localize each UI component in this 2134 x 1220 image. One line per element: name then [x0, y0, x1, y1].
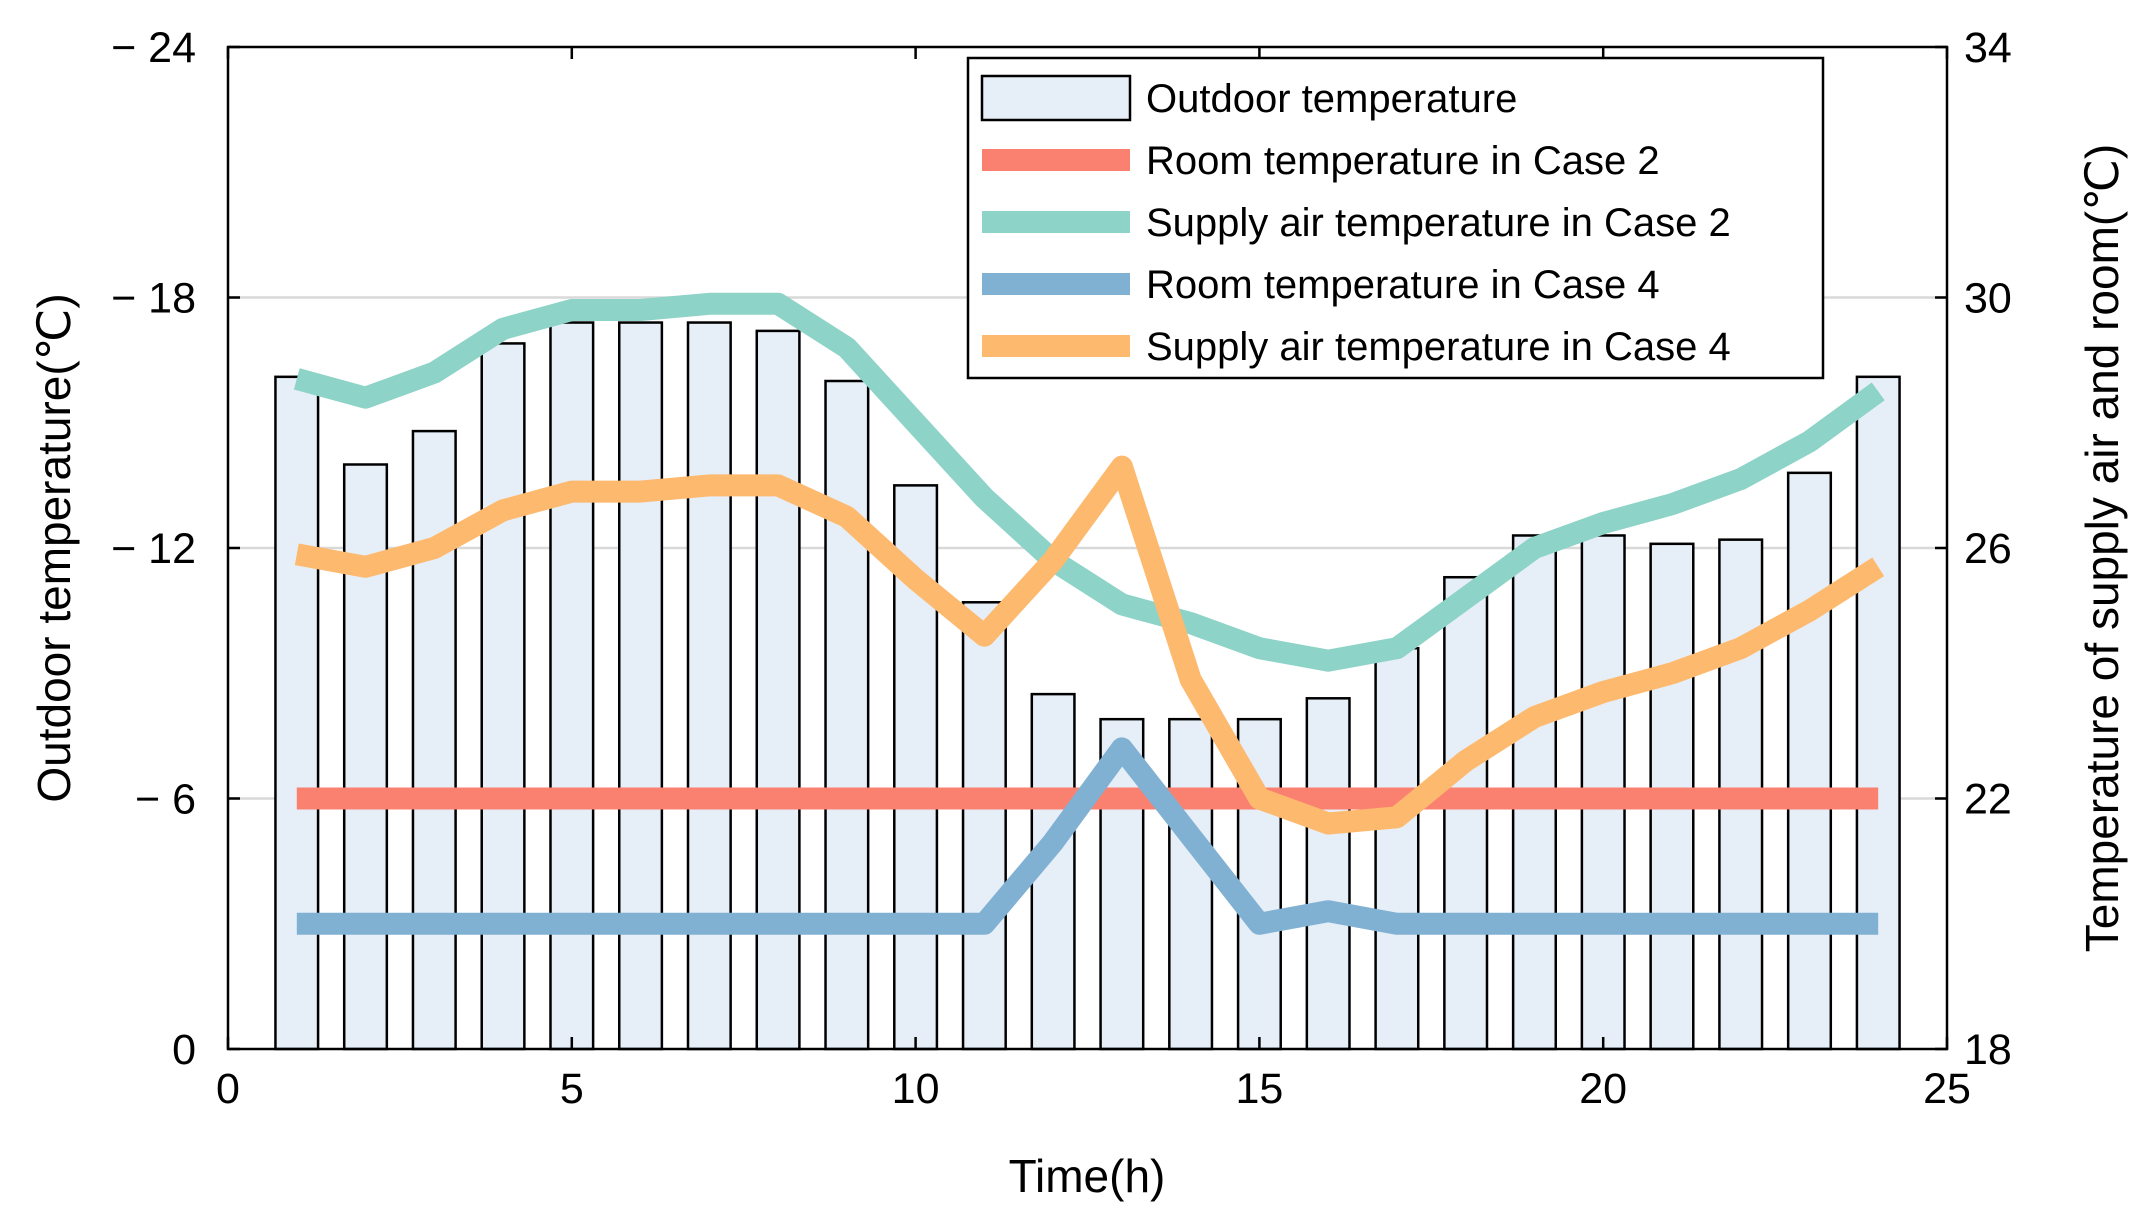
bar-outdoor-temperature — [1168, 717, 1214, 1051]
bar-outdoor-temperature — [686, 321, 732, 1051]
bar-outdoor-temperature — [1374, 646, 1420, 1051]
bar-outdoor-temperature — [549, 321, 595, 1051]
x-tick-label: 5 — [560, 1065, 584, 1113]
legend-swatch-bar — [980, 74, 1132, 122]
y-left-tick-label: − 12 — [111, 525, 196, 573]
x-tick-label: 25 — [1923, 1065, 1971, 1113]
y-right-tick-label: 26 — [1964, 525, 2012, 573]
bar-outdoor-temperature — [755, 329, 801, 1051]
y-right-tick-label: 34 — [1964, 24, 2012, 72]
y-left-tick-label: 0 — [172, 1026, 196, 1074]
x-tick-label: 10 — [892, 1065, 940, 1113]
y-left-tick-label: − 18 — [111, 275, 196, 323]
bar-outdoor-temperature — [1855, 375, 1901, 1051]
bar-outdoor-temperature — [411, 429, 457, 1051]
legend-label: Outdoor temperature — [1146, 77, 1517, 121]
legend-label: Supply air temperature in Case 2 — [1146, 201, 1731, 245]
series-line-2 — [293, 292, 1885, 672]
series-line-3 — [296, 737, 1879, 935]
lines — [293, 292, 1885, 935]
y-right-tick-label: 18 — [1964, 1026, 2012, 1074]
bar-outdoor-temperature — [617, 321, 664, 1051]
x-tick-label: 20 — [1579, 1065, 1627, 1113]
x-axis-title: Time(h) — [1009, 1150, 1166, 1202]
y-right-tick-label: 22 — [1964, 776, 2012, 824]
bar-outdoor-temperature — [480, 342, 526, 1051]
bar-outdoor-temperature — [274, 375, 320, 1051]
y-axis-right-title: Temperature of supply air and room(℃) — [2076, 144, 2128, 952]
bar-outdoor-temperature — [824, 379, 870, 1051]
legend-label: Room temperature in Case 4 — [1146, 263, 1660, 307]
legend-label: Room temperature in Case 2 — [1146, 139, 1660, 183]
bar-outdoor-temperature — [1305, 697, 1351, 1051]
bar-outdoor-temperature — [961, 601, 1007, 1051]
legend-label: Supply air temperature in Case 4 — [1146, 325, 1731, 369]
y-left-tick-label: − 24 — [111, 24, 196, 72]
x-tick-label: 15 — [1235, 1065, 1283, 1113]
y-axis-left-title: Outdoor temperature(℃) — [28, 293, 80, 802]
ticks: 0 5 10 15 20 25 0 − 6 − 12 − 18 − 24 18 22 26 30 34 — [111, 24, 2012, 1113]
series-line-4 — [294, 455, 1885, 835]
x-tick-label: 0 — [216, 1065, 240, 1113]
y-right-tick-label: 30 — [1964, 275, 2012, 323]
bar-outdoor-temperature — [1786, 471, 1833, 1051]
bar-outdoor-temperature — [1443, 575, 1489, 1051]
y-left-tick-label: − 6 — [135, 776, 196, 824]
legend: Outdoor temperature Room temperature in C… — [966, 56, 1825, 380]
